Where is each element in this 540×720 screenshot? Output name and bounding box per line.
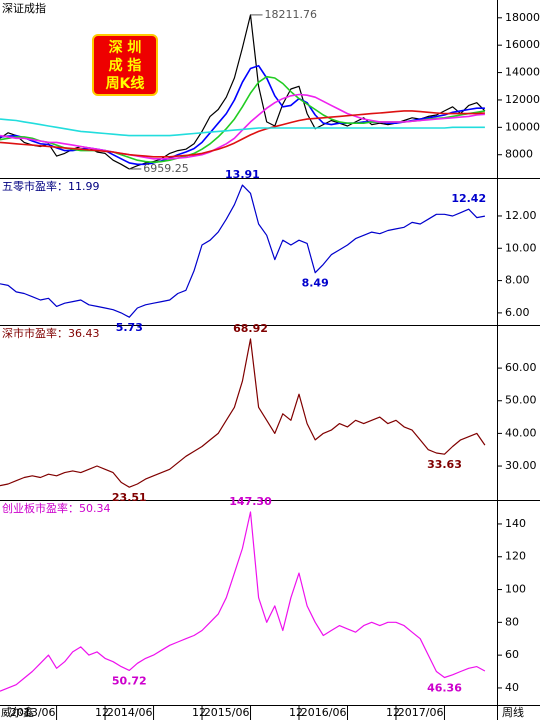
y-tick-label: 16000 (505, 38, 540, 51)
x-tick-label: 12 (95, 706, 109, 719)
annotation: 50.72 (112, 674, 147, 687)
y-tick-label: 40.00 (505, 426, 537, 439)
period-label: 周线 (502, 705, 524, 719)
panel-title: 深证成指 (2, 1, 46, 15)
panel-title: 五零市盈率：11.99 (2, 179, 100, 193)
y-tick-label: 6.00 (505, 306, 530, 319)
x-tick-label: 2017/06 (398, 706, 444, 719)
y-tick-label: 12.00 (505, 209, 537, 222)
series-line (0, 338, 486, 488)
x-tick-label: 2016/06 (301, 706, 347, 719)
legend-box (92, 34, 158, 96)
y-tick-label: 50.00 (505, 394, 537, 407)
y-tick-label: 80 (505, 615, 519, 628)
y-tick-label: 40 (505, 681, 519, 694)
series-line (0, 118, 485, 137)
corner-label: 威尔鑫 (1, 705, 34, 719)
y-tick-label: 8.00 (505, 274, 530, 287)
y-tick-label: 120 (505, 550, 526, 563)
x-tick-label: 2013/06 (10, 706, 56, 719)
panel-title: 深市市盈率：36.43 (2, 326, 100, 340)
y-tick-label: 14000 (505, 66, 540, 79)
y-tick-label: 8000 (505, 148, 533, 161)
annotation: 13.91 (225, 168, 260, 181)
annotation: 12.42 (451, 192, 486, 205)
annotation: 23.51 (112, 491, 147, 504)
x-tick-label: 12 (289, 706, 303, 719)
y-tick-label: 30.00 (505, 459, 537, 472)
x-tick-label: 2015/06 (204, 706, 250, 719)
annotation: 46.36 (427, 682, 462, 695)
y-tick-label: 10000 (505, 120, 540, 133)
x-tick-label: 12 (192, 706, 206, 719)
y-tick-label: 18000 (505, 11, 540, 24)
x-tick-label: 12 (386, 706, 400, 719)
y-tick-label: 100 (505, 583, 526, 596)
panel-title: 创业板市盈率：50.34 (2, 501, 111, 515)
series-line (0, 110, 485, 158)
legend-text: 成 指 (109, 57, 142, 74)
annotation: 6959.25 (143, 162, 189, 175)
x-tick-label: 2014/06 (107, 706, 153, 719)
legend-text: 周K线 (106, 75, 145, 92)
series-line (0, 511, 486, 692)
legend-text: 深 圳 (109, 39, 142, 56)
y-tick-label: 60 (505, 648, 519, 661)
annotation: 147.30 (229, 495, 272, 508)
y-tick-label: 10.00 (505, 241, 537, 254)
annotation: 18211.76 (265, 8, 318, 21)
y-tick-label: 140 (505, 517, 526, 530)
annotation: 68.92 (233, 322, 268, 335)
annotation: 8.49 (302, 277, 329, 290)
annotation: 33.63 (427, 458, 462, 471)
y-tick-label: 12000 (505, 93, 540, 106)
y-tick-label: 60.00 (505, 361, 537, 374)
series-line (0, 184, 486, 318)
annotation: 5.73 (116, 321, 143, 334)
